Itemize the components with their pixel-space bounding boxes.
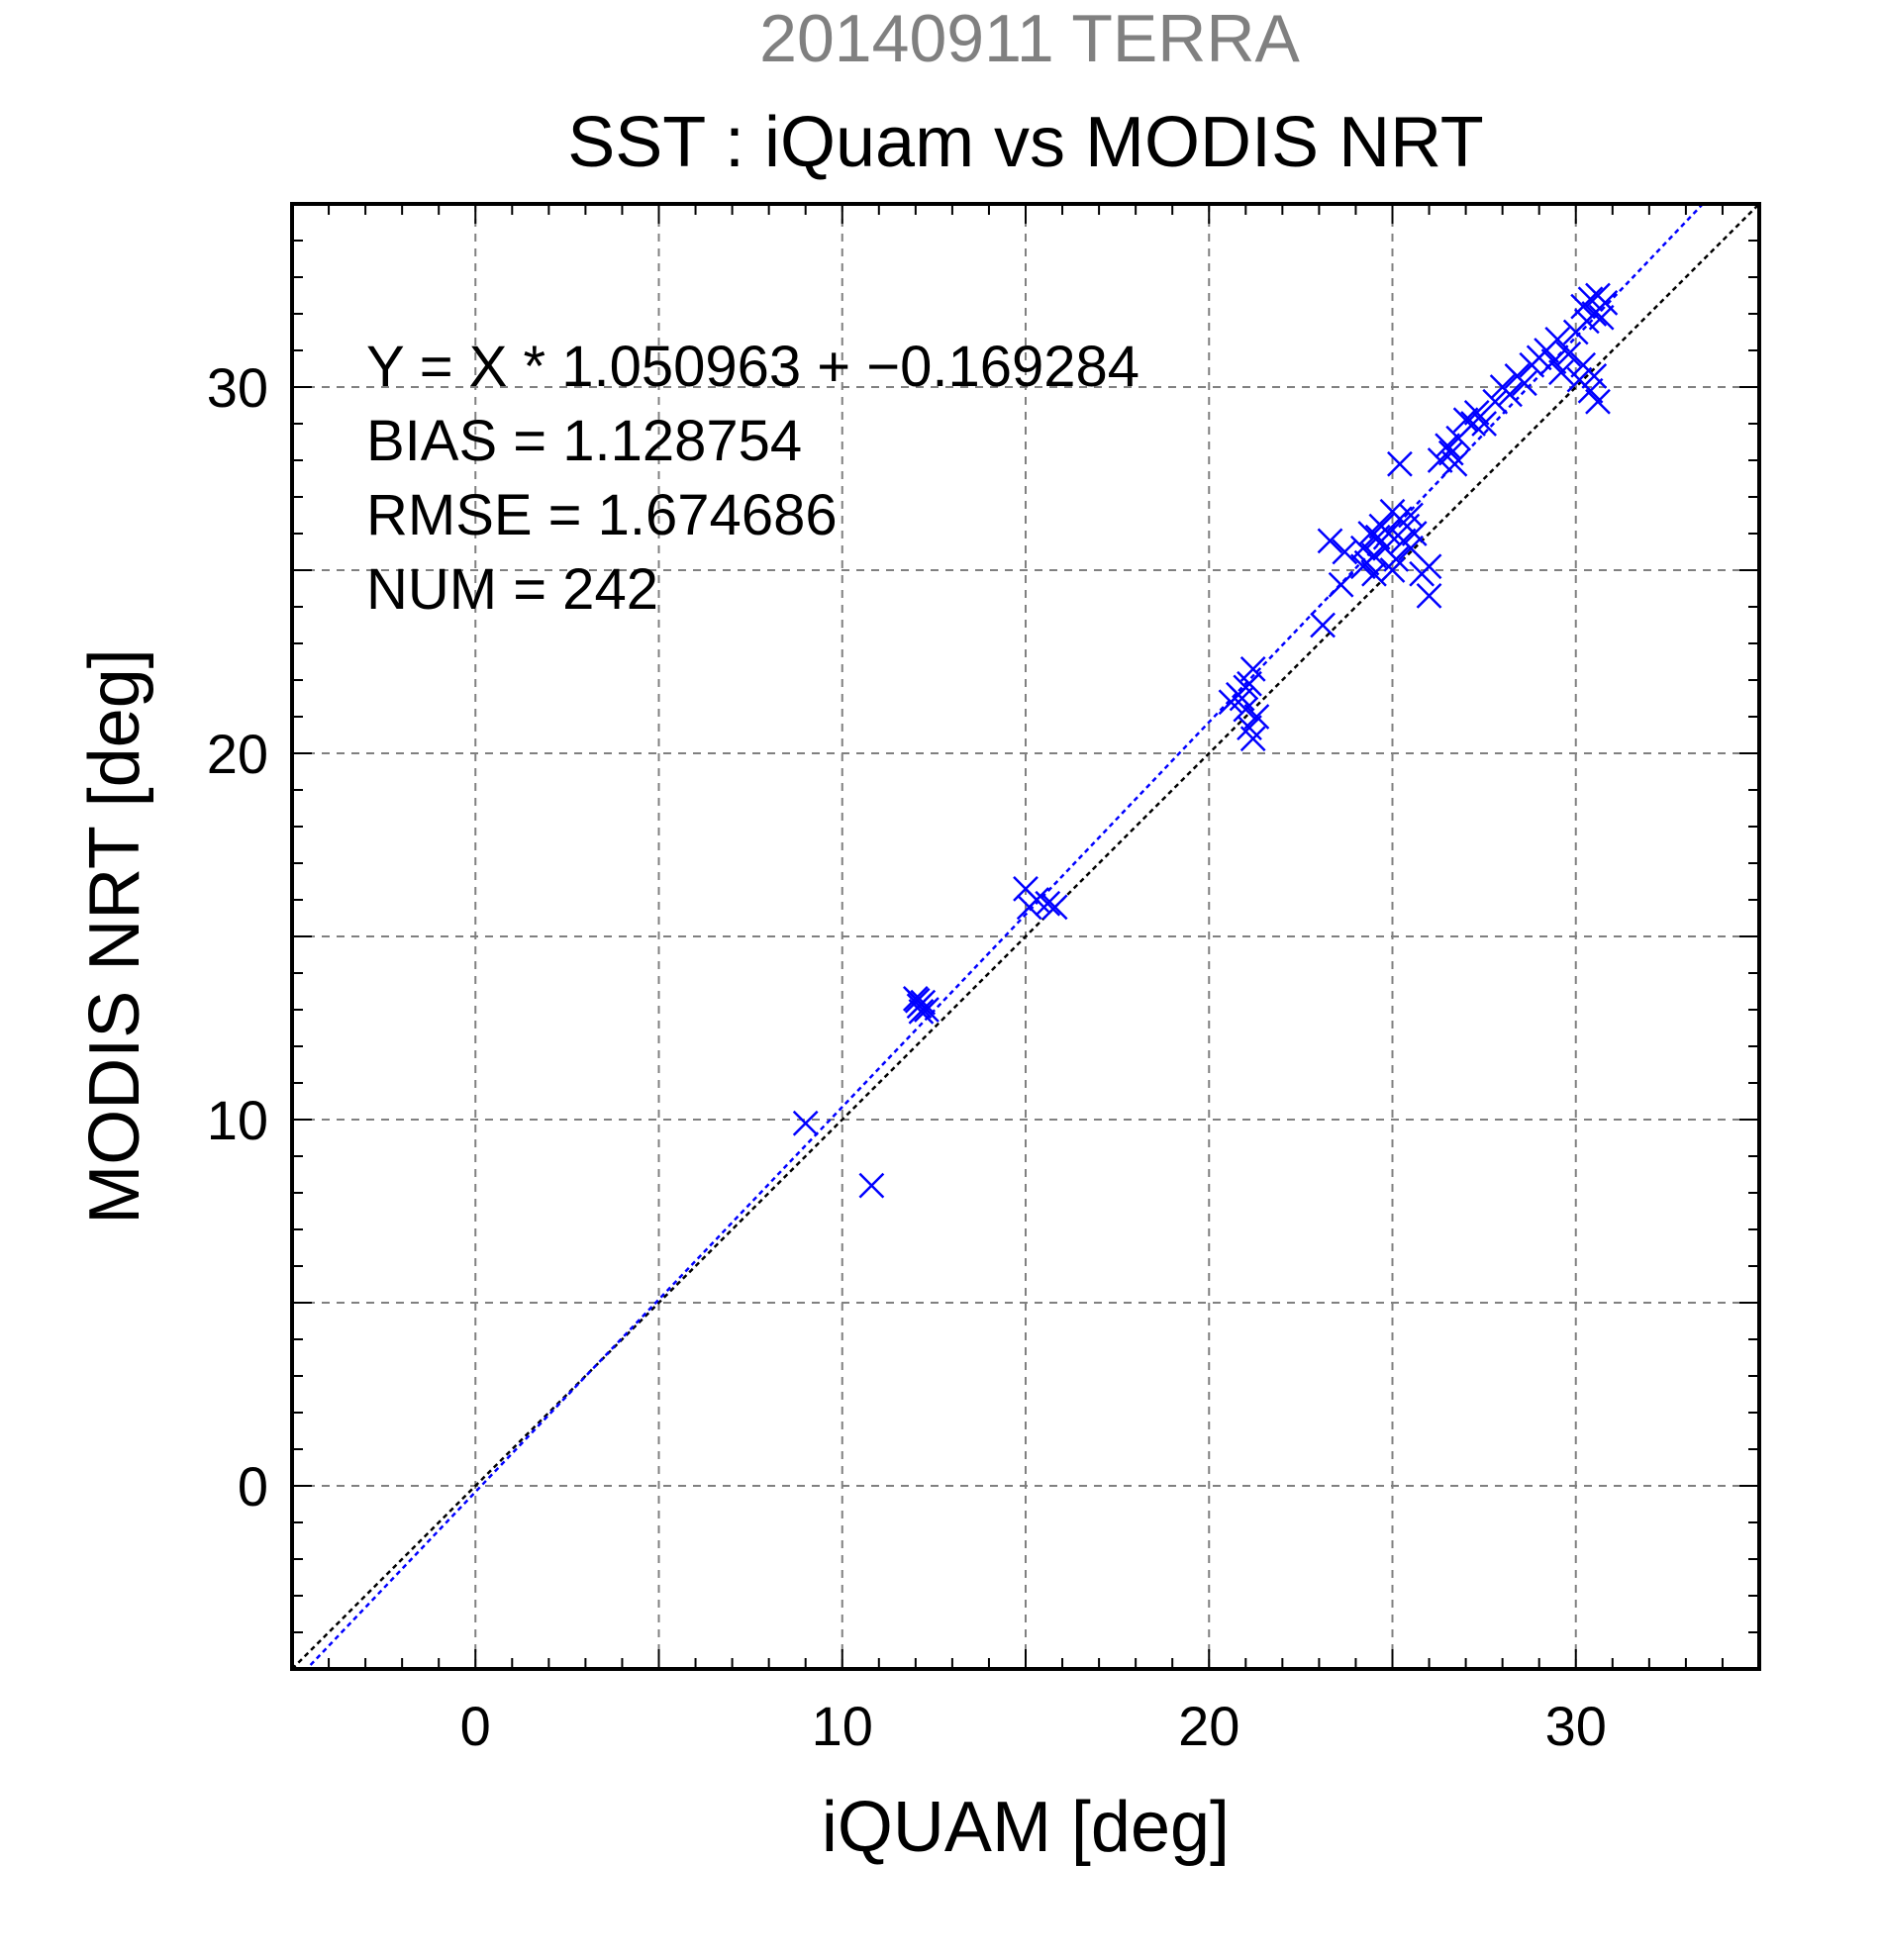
data-point	[1588, 304, 1615, 331]
data-point	[1310, 612, 1336, 638]
chart-supertitle: 20140911 TERRA	[759, 1, 1300, 76]
data-point	[1243, 704, 1270, 730]
data-point	[1511, 370, 1537, 397]
data-points	[792, 282, 1619, 1199]
one-to-one-line	[292, 204, 1759, 1669]
data-point	[1570, 351, 1597, 378]
plot-frame	[290, 202, 1761, 1671]
data-point	[1349, 553, 1376, 580]
data-point	[1435, 433, 1460, 459]
data-point	[1548, 359, 1574, 386]
stats-box: Y = X * 1.050963 + −0.169284 BIAS = 1.12…	[366, 335, 1139, 622]
data-point	[1592, 290, 1619, 316]
data-point	[1239, 656, 1266, 682]
y-tick-label: 20	[207, 723, 268, 785]
data-point	[910, 989, 937, 1016]
data-point	[1577, 286, 1604, 313]
data-point	[1317, 528, 1343, 554]
x-axis-label: iQUAM [deg]	[822, 1788, 1230, 1867]
data-point	[1544, 327, 1571, 352]
data-point	[1379, 557, 1406, 583]
data-point	[1416, 583, 1442, 609]
data-point	[1375, 521, 1402, 546]
data-point	[1555, 341, 1582, 367]
x-tick-label: 0	[460, 1695, 491, 1757]
data-point	[1482, 388, 1509, 415]
y-tick-label: 30	[207, 356, 268, 419]
data-point	[792, 1110, 819, 1136]
x-tick-label: 30	[1545, 1695, 1607, 1757]
x-tick-label: 20	[1178, 1695, 1239, 1757]
data-point	[1427, 447, 1453, 473]
data-point	[904, 987, 931, 1014]
data-point	[1585, 388, 1611, 415]
data-point	[1437, 440, 1464, 466]
data-point	[1328, 571, 1354, 598]
data-point	[1409, 560, 1436, 587]
data-point	[1398, 502, 1424, 529]
data-point	[858, 1172, 885, 1199]
data-point	[1471, 411, 1498, 437]
y-tick-label: 0	[238, 1455, 268, 1518]
data-point	[1463, 400, 1490, 426]
y-tick-label: 10	[207, 1089, 268, 1151]
x-tick-label: 10	[812, 1695, 873, 1757]
data-point	[1387, 450, 1413, 477]
data-point	[1577, 377, 1604, 404]
data-point	[1035, 890, 1061, 917]
y-axis-label: MODIS NRT [deg]	[75, 648, 154, 1225]
tick-labels: 0 10 20 30 0 10 20 30	[207, 356, 1607, 1757]
chart-title: SST : iQuam vs MODIS NRT	[567, 103, 1484, 182]
data-point	[1239, 726, 1266, 752]
data-point	[1229, 685, 1255, 712]
regression-equation: Y = X * 1.050963 + −0.169284	[366, 335, 1139, 399]
data-point	[1041, 894, 1068, 921]
data-point	[1349, 535, 1376, 561]
bias-stat: BIAS = 1.128754	[366, 409, 802, 473]
num-stat: NUM = 242	[366, 557, 658, 622]
data-point	[1497, 381, 1523, 408]
rmse-stat: RMSE = 1.674686	[366, 483, 838, 547]
data-point	[1540, 348, 1567, 374]
